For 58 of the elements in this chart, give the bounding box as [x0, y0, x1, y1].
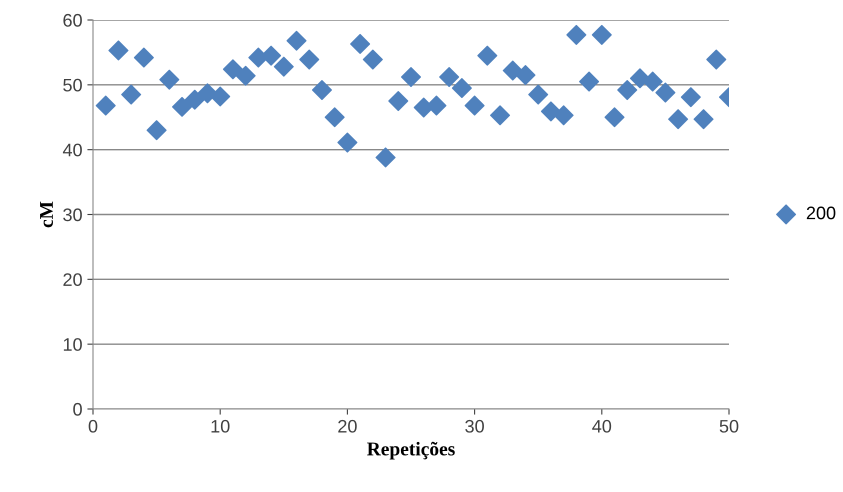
y-tick-label: 60 — [63, 14, 82, 27]
point — [642, 72, 663, 92]
point — [121, 84, 142, 105]
x-axis-title: Repetições — [367, 442, 455, 460]
point — [554, 105, 574, 126]
legend-label: 200 — [806, 206, 836, 220]
point — [362, 50, 383, 70]
point — [680, 87, 701, 108]
point — [312, 80, 332, 100]
point — [706, 50, 726, 70]
x-tick-label: 20 — [338, 420, 357, 433]
y-tick-label: 30 — [63, 208, 82, 222]
point — [502, 60, 523, 81]
y-tick-label: 0 — [73, 402, 82, 416]
point — [477, 46, 498, 66]
point — [668, 109, 688, 130]
point — [96, 96, 116, 116]
point — [592, 24, 612, 45]
point — [694, 109, 714, 130]
point — [655, 82, 676, 103]
point — [299, 50, 320, 70]
point — [388, 91, 408, 112]
x-tick-label: 0 — [88, 420, 98, 433]
x-tick-label: 10 — [212, 420, 230, 433]
point — [337, 132, 358, 153]
point — [566, 24, 586, 45]
x-tick-label: 30 — [465, 420, 484, 433]
point — [439, 67, 460, 88]
point — [134, 48, 154, 68]
point — [604, 107, 625, 128]
point — [184, 90, 205, 110]
y-tick-label: 10 — [64, 338, 82, 351]
point — [464, 96, 485, 116]
point — [286, 30, 307, 51]
point — [172, 96, 192, 117]
point — [274, 56, 294, 77]
point — [108, 40, 128, 60]
point — [376, 147, 396, 168]
point — [159, 70, 180, 90]
point — [146, 120, 167, 140]
x-tick-label: 40 — [592, 420, 612, 433]
y-axis-title: cM — [40, 202, 53, 228]
point — [210, 86, 230, 107]
point — [236, 66, 256, 86]
point — [579, 72, 600, 92]
point — [350, 34, 370, 54]
point — [528, 84, 548, 105]
y-tick-label: 20 — [63, 273, 82, 286]
point — [490, 105, 510, 126]
point — [324, 107, 345, 128]
y-tick-label: 40 — [62, 144, 82, 156]
point — [452, 78, 472, 98]
y-tick-label: 50 — [63, 78, 82, 92]
x-tick-label: 50 — [720, 420, 738, 433]
point — [515, 65, 536, 86]
point — [222, 59, 243, 80]
point — [617, 80, 638, 100]
point — [400, 67, 422, 88]
